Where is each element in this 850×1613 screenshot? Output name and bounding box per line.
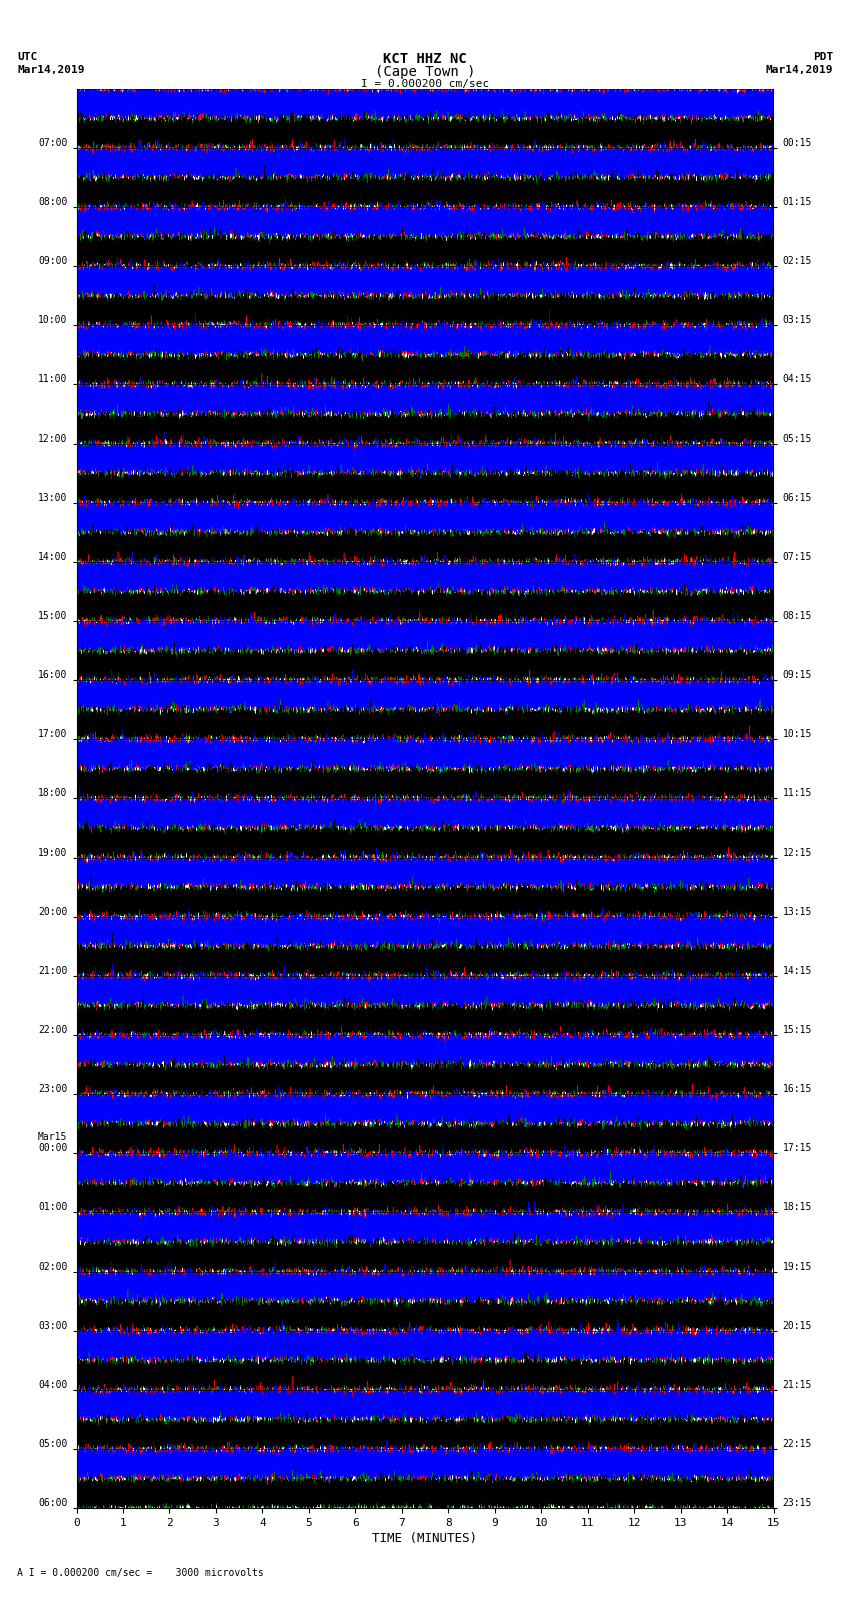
Text: (Cape Town ): (Cape Town ) [375, 65, 475, 79]
X-axis label: TIME (MINUTES): TIME (MINUTES) [372, 1532, 478, 1545]
Text: PDT: PDT [813, 52, 833, 61]
Text: Mar14,2019: Mar14,2019 [766, 65, 833, 74]
Text: Mar14,2019: Mar14,2019 [17, 65, 84, 74]
Text: KCT HHZ NC: KCT HHZ NC [383, 52, 467, 66]
Text: UTC: UTC [17, 52, 37, 61]
Text: I = 0.000200 cm/sec: I = 0.000200 cm/sec [361, 79, 489, 89]
Text: A I = 0.000200 cm/sec =    3000 microvolts: A I = 0.000200 cm/sec = 3000 microvolts [17, 1568, 264, 1578]
